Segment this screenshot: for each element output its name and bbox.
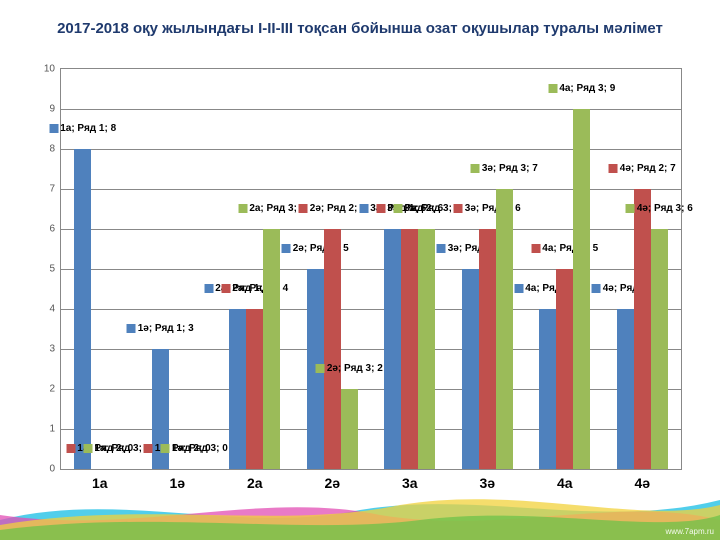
y-tick-label: 10 <box>44 64 55 75</box>
bar-data-label: 2ә; Ряд 2; 6 <box>299 203 366 216</box>
series-marker-icon <box>66 444 75 453</box>
series-marker-icon <box>626 204 635 213</box>
data-label-text: 1а; Ряд 1; 8 <box>60 123 116 134</box>
bar-group: 4а4а; Ряд 1; 44а; Ряд 2; 54а; Ряд 3; 9 <box>526 69 604 469</box>
series-marker-icon <box>376 204 385 213</box>
bar-group: 1а1а; Ряд 1; 81а; Ряд 2; 01а; Ряд 3; 0 <box>61 69 139 469</box>
bar <box>418 229 435 469</box>
bar <box>462 269 479 469</box>
bar <box>634 189 651 469</box>
chart-title: 2017-2018 оқу жылындағы I-II-III тоқсан … <box>0 20 720 37</box>
y-tick-label: 0 <box>49 464 55 475</box>
bar-group: 4ә4ә; Ряд 1; 44ә; Ряд 2; 74ә; Ряд 3; 6 <box>604 69 682 469</box>
bar-data-label: 4ә; Ряд 3; 6 <box>626 203 693 216</box>
series-marker-icon <box>161 444 170 453</box>
y-tick-label: 2 <box>49 384 55 395</box>
series-marker-icon <box>204 284 213 293</box>
series-marker-icon <box>393 204 402 213</box>
y-tick-label: 8 <box>49 144 55 155</box>
bar <box>573 109 590 469</box>
y-tick-label: 5 <box>49 264 55 275</box>
y-tick-label: 4 <box>49 304 55 315</box>
y-tick-label: 3 <box>49 344 55 355</box>
bar <box>246 309 263 469</box>
data-label-text: 1ә; Ряд 1; 3 <box>138 323 194 334</box>
series-marker-icon <box>316 364 325 373</box>
bar <box>479 229 496 469</box>
series-marker-icon <box>548 84 557 93</box>
bar-group: 1ә1ә; Ряд 1; 31ә; Ряд 2; 01ә; Ряд 3; 0 <box>139 69 217 469</box>
bar-group: 3ә3ә; Ряд 1; 53ә; Ряд 2; 63ә; Ряд 3; 7 <box>449 69 527 469</box>
bar <box>401 229 418 469</box>
data-label-text: 4ә; Ряд 3; 6 <box>637 203 693 214</box>
series-marker-icon <box>471 164 480 173</box>
bar-group: 3а3а; Ряд 1; 63а; Ряд 2; 63а; Ряд 3; 6 <box>371 69 449 469</box>
bar <box>263 229 280 469</box>
y-tick-label: 7 <box>49 184 55 195</box>
series-marker-icon <box>83 444 92 453</box>
series-marker-icon <box>454 204 463 213</box>
bar-group: 2а2а; Ряд 1; 42а; Ряд 2; 42а; Ряд 3; 6 <box>216 69 294 469</box>
y-tick-label: 6 <box>49 224 55 235</box>
series-marker-icon <box>514 284 523 293</box>
series-marker-icon <box>238 204 247 213</box>
series-marker-icon <box>531 244 540 253</box>
bar <box>617 309 634 469</box>
bar <box>74 149 91 469</box>
data-label-text: 2ә; Ряд 2; 6 <box>310 203 366 214</box>
bar-data-label: 1ә; Ряд 1; 3 <box>127 323 194 336</box>
series-marker-icon <box>49 124 58 133</box>
series-marker-icon <box>144 444 153 453</box>
series-marker-icon <box>437 244 446 253</box>
series-marker-icon <box>299 204 308 213</box>
series-marker-icon <box>221 284 230 293</box>
bar <box>384 229 401 469</box>
decorative-wave <box>0 480 720 540</box>
bar-group: 2ә2ә; Ряд 1; 52ә; Ряд 2; 62ә; Ряд 3; 2 <box>294 69 372 469</box>
bar <box>651 229 668 469</box>
bar <box>324 229 341 469</box>
bar <box>496 189 513 469</box>
series-marker-icon <box>359 204 368 213</box>
y-tick-label: 9 <box>49 104 55 115</box>
bar-chart: 0123456789101а1а; Ряд 1; 81а; Ряд 2; 01а… <box>60 68 682 470</box>
series-marker-icon <box>609 164 618 173</box>
series-marker-icon <box>127 324 136 333</box>
bar <box>341 389 358 469</box>
bar-data-label: 1а; Ряд 1; 8 <box>49 123 116 136</box>
y-tick-label: 1 <box>49 424 55 435</box>
data-label-text: 4ә; Ряд 2; 7 <box>620 163 676 174</box>
bar-data-label: 4ә; Ряд 2; 7 <box>609 163 676 176</box>
credit-text: www.7apm.ru <box>666 527 714 536</box>
bar <box>556 269 573 469</box>
bar <box>539 309 556 469</box>
series-marker-icon <box>592 284 601 293</box>
bar <box>229 309 246 469</box>
series-marker-icon <box>282 244 291 253</box>
